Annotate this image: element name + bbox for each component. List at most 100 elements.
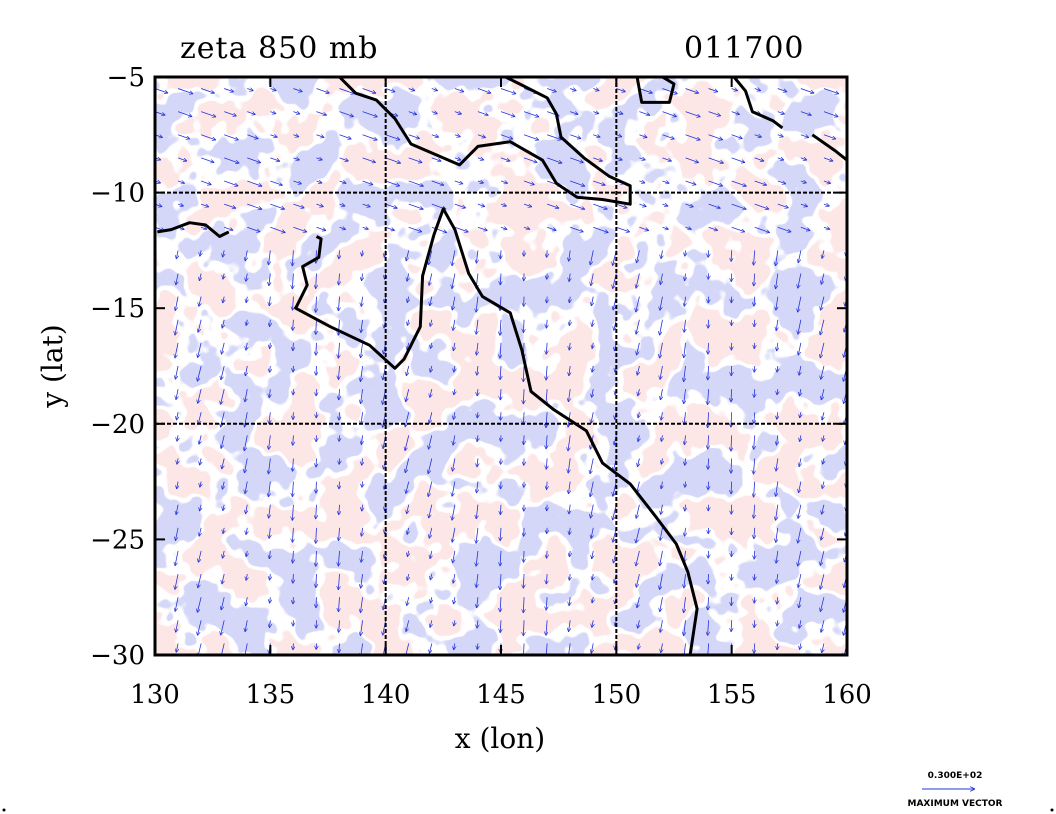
wind-vector bbox=[821, 273, 825, 285]
wind-vector bbox=[197, 620, 202, 635]
wind-vector bbox=[244, 412, 248, 427]
wind-vector bbox=[660, 550, 663, 566]
wind-vector bbox=[593, 157, 602, 161]
wind-vector bbox=[407, 296, 409, 303]
vector-legend-magnitude: 0.300E+02 bbox=[928, 771, 983, 781]
wind-vector bbox=[500, 342, 501, 359]
wind-vector bbox=[246, 527, 247, 535]
wind-vector bbox=[800, 181, 807, 183]
wind-vector bbox=[246, 574, 247, 581]
wind-vector bbox=[338, 296, 339, 311]
wind-vector bbox=[731, 203, 747, 209]
wind-vector bbox=[454, 389, 455, 395]
wind-vector bbox=[637, 597, 640, 608]
wind-vector bbox=[568, 643, 570, 655]
wind-vector bbox=[591, 412, 593, 423]
wind-vector bbox=[177, 157, 187, 161]
wind-vector bbox=[754, 89, 761, 91]
coastline bbox=[157, 221, 230, 238]
wind-vector bbox=[175, 342, 179, 358]
wind-vector bbox=[684, 574, 686, 588]
wind-vector bbox=[570, 180, 585, 186]
wind-vector bbox=[407, 527, 409, 535]
wind-vector bbox=[244, 435, 248, 451]
corner-mark bbox=[2, 808, 6, 812]
wind-vector bbox=[430, 365, 432, 373]
wind-vector bbox=[637, 365, 639, 375]
wind-vector bbox=[708, 620, 709, 635]
wind-vector bbox=[431, 226, 447, 232]
wind-vector bbox=[408, 134, 420, 139]
wind-vector bbox=[684, 365, 686, 382]
wind-vector bbox=[639, 181, 645, 183]
wind-vector bbox=[405, 643, 410, 655]
wind-vector bbox=[407, 319, 408, 326]
wind-vector bbox=[247, 203, 262, 209]
wind-vector bbox=[430, 550, 432, 559]
wind-vector bbox=[777, 180, 786, 184]
wind-vector bbox=[590, 504, 594, 519]
wind-vector bbox=[569, 620, 571, 632]
wind-vector bbox=[316, 574, 317, 588]
wind-vector bbox=[361, 527, 362, 537]
wind-vector bbox=[500, 389, 501, 400]
wind-vector bbox=[476, 296, 478, 313]
wind-vector bbox=[569, 250, 571, 261]
wind-vector bbox=[662, 181, 669, 183]
wind-vector bbox=[685, 204, 694, 207]
wind-vector bbox=[362, 111, 378, 117]
wind-vector bbox=[800, 88, 814, 94]
wind-vector bbox=[568, 481, 570, 494]
wind-vector bbox=[569, 273, 570, 282]
wind-vector bbox=[684, 296, 685, 307]
wind-vector bbox=[754, 203, 769, 209]
wind-vector bbox=[708, 389, 709, 405]
wind-vector bbox=[270, 574, 271, 580]
wind-vector bbox=[800, 226, 810, 230]
wind-vector bbox=[316, 527, 317, 544]
wind-vector bbox=[546, 365, 547, 380]
wind-vector bbox=[270, 365, 271, 373]
wind-vector bbox=[754, 481, 755, 498]
wind-vector bbox=[616, 203, 627, 208]
wind-vector bbox=[685, 157, 699, 163]
wind-vector bbox=[822, 481, 824, 489]
wind-vector bbox=[452, 458, 456, 471]
wind-vector bbox=[500, 273, 501, 286]
wind-vector bbox=[223, 296, 225, 303]
wind-vector bbox=[293, 226, 307, 232]
wind-vector bbox=[224, 111, 236, 116]
wind-vector bbox=[406, 250, 410, 261]
wind-vector bbox=[453, 412, 454, 419]
wind-vector bbox=[636, 504, 640, 519]
wind-vector bbox=[245, 389, 248, 402]
wind-vector bbox=[660, 597, 663, 612]
wind-vector bbox=[545, 643, 548, 655]
wind-vector bbox=[708, 180, 723, 186]
wind-vector bbox=[777, 226, 791, 232]
wind-vector bbox=[406, 365, 408, 376]
wind-vector bbox=[221, 597, 225, 610]
wind-vector bbox=[362, 134, 378, 140]
wind-vector bbox=[431, 112, 438, 114]
wind-vector bbox=[569, 296, 570, 303]
wind-vector bbox=[568, 389, 570, 402]
wind-vector bbox=[661, 504, 663, 515]
wind-vector bbox=[199, 435, 201, 444]
wind-vector bbox=[201, 88, 215, 94]
wind-vector bbox=[639, 158, 645, 160]
wind-vector bbox=[477, 481, 478, 494]
wind-vector bbox=[523, 204, 532, 207]
wind-vector bbox=[224, 226, 233, 230]
wind-vector bbox=[523, 111, 539, 117]
wind-vector bbox=[453, 342, 455, 351]
wind-vector bbox=[175, 296, 179, 311]
wind-vector bbox=[636, 296, 640, 313]
wind-vector bbox=[339, 181, 347, 183]
wind-vector bbox=[569, 319, 570, 326]
wind-vector bbox=[593, 89, 599, 91]
wind-vector bbox=[731, 250, 732, 261]
wind-vector bbox=[198, 319, 202, 333]
x-tick-label: 140 bbox=[361, 680, 411, 710]
wind-vector bbox=[776, 273, 779, 290]
